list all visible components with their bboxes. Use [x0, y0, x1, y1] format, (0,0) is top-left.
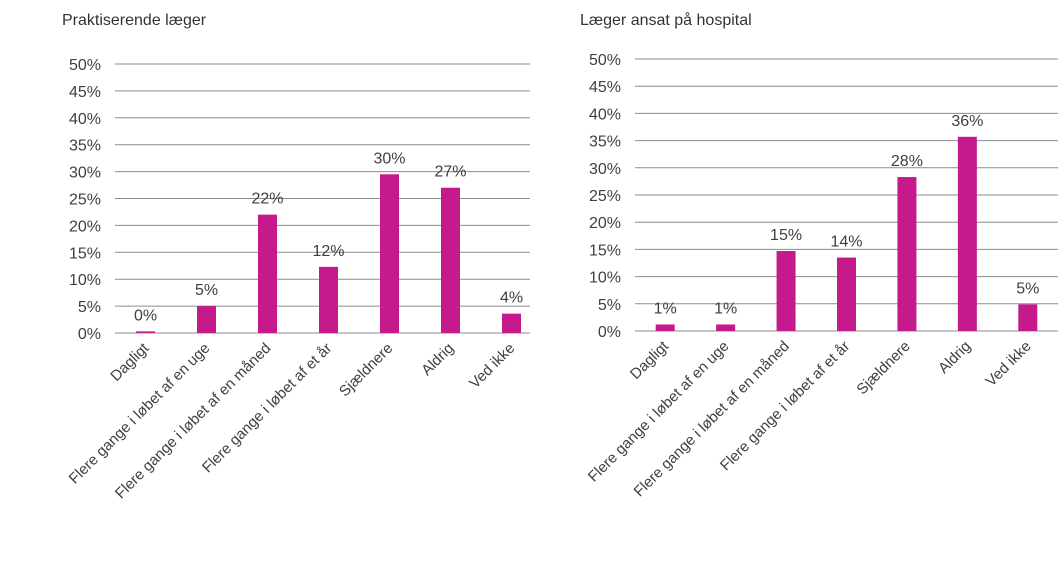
left-bar — [380, 174, 399, 333]
left-y-tick-label: 30% — [69, 165, 101, 182]
right-bar — [655, 324, 675, 331]
right-bar — [716, 324, 736, 331]
left-y-tick-label: 5% — [78, 299, 101, 316]
left-y-tick-label: 10% — [69, 272, 101, 289]
right-y-tick-label: 30% — [589, 161, 621, 178]
left-y-tick-label: 25% — [69, 192, 101, 209]
right-data-label: 5% — [1016, 280, 1039, 297]
left-data-label: 5% — [195, 282, 218, 299]
left-data-label: 12% — [312, 243, 344, 260]
right-category-label: Dagligt — [627, 337, 673, 383]
right-y-tick-label: 50% — [589, 52, 621, 69]
right-data-label: 36% — [951, 113, 983, 130]
right-data-label: 15% — [770, 227, 802, 244]
right-data-label: 1% — [714, 300, 737, 317]
right-y-tick-label: 0% — [598, 324, 621, 341]
left-y-tick-label: 45% — [69, 84, 101, 101]
right-y-tick-label: 15% — [589, 242, 621, 259]
right-bar — [776, 251, 796, 331]
left-bar — [502, 313, 521, 333]
left-bar — [136, 331, 155, 333]
left-data-label: 0% — [134, 307, 157, 324]
right-bar — [897, 177, 917, 331]
right-data-label: 14% — [830, 234, 862, 251]
right-y-tick-label: 10% — [589, 270, 621, 287]
left-category-label: Flere gange i løbet af et år — [199, 340, 335, 476]
left-y-tick-label: 35% — [69, 138, 101, 155]
right-category-label: Flere gange i løbet af et år — [717, 338, 853, 474]
left-data-label: 4% — [500, 290, 523, 307]
left-category-label: Ved ikke — [466, 340, 518, 392]
left-y-tick-label: 50% — [69, 57, 101, 74]
right-category-label: Ved ikke — [982, 338, 1034, 390]
left-data-label: 30% — [373, 150, 405, 167]
right-category-label: Sjældnere — [853, 338, 913, 398]
left-y-tick-label: 0% — [78, 326, 101, 343]
left-category-label: Sjældnere — [336, 340, 396, 400]
right-y-tick-label: 40% — [589, 106, 621, 123]
left-bar — [319, 266, 338, 333]
bar-chart-praktiserende: 0% 5% 10% 15% 20% 25% 30% 35% 40% 45% 50% 0% Dagligt… — [66, 57, 530, 502]
left-category-label: Aldrig — [418, 340, 457, 379]
right-y-tick-label: 45% — [589, 79, 621, 96]
chart-title-left: Praktiserende læger — [62, 12, 207, 29]
right-bar — [837, 257, 856, 331]
left-category-label: Dagligt — [107, 339, 153, 385]
right-y-tick-label: 20% — [589, 215, 621, 232]
left-data-label: 22% — [251, 191, 283, 208]
left-y-tick-label: 15% — [69, 245, 101, 262]
right-data-label: 1% — [654, 300, 677, 317]
right-y-tick-label: 5% — [598, 297, 621, 314]
left-bar — [441, 187, 460, 333]
right-bar — [1018, 304, 1038, 331]
right-y-tick-label: 35% — [589, 134, 621, 151]
right-data-label: 28% — [891, 153, 923, 170]
left-data-label: 27% — [434, 164, 466, 181]
bar-chart-hospital: 0% 5% 10% 15% 20% 25% 30% 35% 40% 45% 50% 1% Dagligt… — [585, 52, 1058, 500]
right-y-tick-label: 25% — [589, 188, 621, 205]
chart-title-right: Læger ansat på hospital — [580, 12, 752, 29]
right-bar — [957, 136, 977, 331]
left-bar — [197, 306, 216, 333]
left-y-tick-label: 40% — [69, 111, 101, 128]
left-bar — [258, 214, 277, 333]
left-y-tick-label: 20% — [69, 218, 101, 235]
right-category-label: Aldrig — [935, 338, 974, 377]
